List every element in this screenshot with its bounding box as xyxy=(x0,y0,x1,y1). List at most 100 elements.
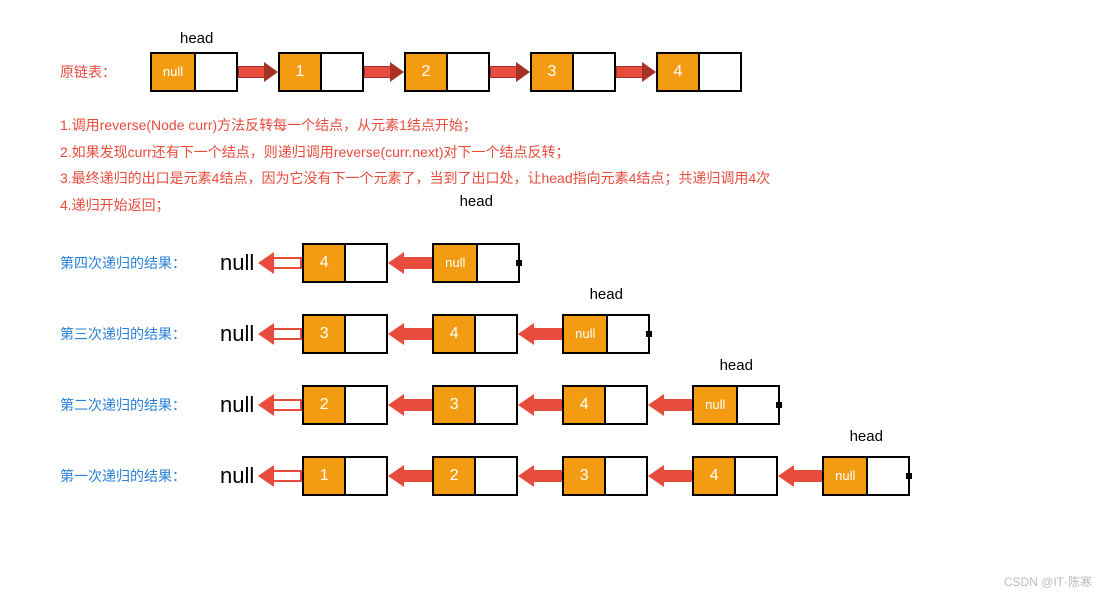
list-node: 3 xyxy=(302,314,388,354)
list-node: 4 xyxy=(692,456,778,496)
terminator-dot xyxy=(776,402,782,408)
arrow-left-icon xyxy=(388,316,432,352)
arrow-left-icon xyxy=(648,387,692,423)
rec2-row: 第二次递归的结果： null 2 3 4 head null xyxy=(60,382,1052,427)
node-data: 3 xyxy=(434,387,476,423)
node-next xyxy=(606,387,646,423)
head-label: head xyxy=(720,357,753,374)
null-text: null xyxy=(220,392,254,418)
node-next xyxy=(346,387,386,423)
node-data: 4 xyxy=(304,245,346,281)
arrow-left-outline-icon xyxy=(258,387,302,423)
arrow-left-icon xyxy=(518,387,562,423)
node-data: null xyxy=(824,458,868,494)
arrow-left-icon xyxy=(388,458,432,494)
node-next xyxy=(738,387,778,423)
list-node: 4 xyxy=(302,243,388,283)
head-node: null xyxy=(562,314,650,354)
list-node: 3 xyxy=(562,456,648,496)
head-node: null xyxy=(822,456,910,496)
arrow-left-icon xyxy=(518,458,562,494)
node-data: 1 xyxy=(280,54,322,90)
null-text: null xyxy=(220,250,254,276)
arrow-right-icon xyxy=(238,54,278,90)
node-next xyxy=(346,316,386,352)
head-label: head xyxy=(850,428,883,445)
original-label: 原链表： xyxy=(60,62,120,82)
arrow-left-icon xyxy=(778,458,822,494)
node-next xyxy=(476,387,516,423)
node-next xyxy=(868,458,908,494)
list-node: 2 xyxy=(302,385,388,425)
list-node: 4 xyxy=(432,314,518,354)
node-data: 1 xyxy=(304,458,346,494)
original-list-row: 原链表： null 1 2 3 4 xyxy=(60,49,1052,94)
rec4-row: 第四次递归的结果： null 4 head null xyxy=(60,240,1052,285)
list-node: 3 xyxy=(432,385,518,425)
node-data: 4 xyxy=(564,387,606,423)
arrow-left-icon xyxy=(648,458,692,494)
list-node: 1 xyxy=(302,456,388,496)
node-next xyxy=(346,458,386,494)
node-data: 2 xyxy=(434,458,476,494)
step-text: 1.调用reverse(Node curr)方法反转每一个结点，从元素1结点开始… xyxy=(60,112,1052,139)
arrow-right-icon xyxy=(364,54,404,90)
step-text: 4.递归开始返回； xyxy=(60,192,1052,219)
node-data: 4 xyxy=(434,316,476,352)
rec3-row: 第三次递归的结果： null 3 4 head null xyxy=(60,311,1052,356)
list-node: 2 xyxy=(404,52,490,92)
head-node: null xyxy=(432,243,520,283)
list-node: 4 xyxy=(656,52,742,92)
node-next xyxy=(736,458,776,494)
node-data: null xyxy=(564,316,608,352)
node-next xyxy=(346,245,386,281)
rec3-label: 第三次递归的结果： xyxy=(60,324,200,344)
node-next xyxy=(608,316,648,352)
head-label-original: head xyxy=(180,30,1052,47)
head-label: head xyxy=(460,193,493,210)
head-node: null xyxy=(692,385,780,425)
list-node: 2 xyxy=(432,456,518,496)
list-node: 1 xyxy=(278,52,364,92)
node-next xyxy=(322,54,362,90)
node-data: 3 xyxy=(564,458,606,494)
arrow-right-icon xyxy=(490,54,530,90)
arrow-right-icon xyxy=(616,54,656,90)
node-next xyxy=(476,458,516,494)
node-next xyxy=(196,54,236,90)
step-text: 2.如果发现curr还有下一个结点，则递归调用reverse(curr.next… xyxy=(60,139,1052,166)
node-data: 3 xyxy=(304,316,346,352)
null-text: null xyxy=(220,463,254,489)
node-data: null xyxy=(694,387,738,423)
watermark: CSDN @IT·陈寒 xyxy=(1004,573,1092,590)
terminator-dot xyxy=(906,473,912,479)
arrow-left-outline-icon xyxy=(258,458,302,494)
rec4-label: 第四次递归的结果： xyxy=(60,253,200,273)
node-next xyxy=(476,316,516,352)
node-data: 3 xyxy=(532,54,574,90)
arrow-left-icon xyxy=(388,245,432,281)
terminator-dot xyxy=(646,331,652,337)
rec1-label: 第一次递归的结果： xyxy=(60,466,200,486)
list-node: 3 xyxy=(530,52,616,92)
steps-block: 1.调用reverse(Node curr)方法反转每一个结点，从元素1结点开始… xyxy=(60,112,1052,218)
node-data: null xyxy=(434,245,478,281)
node-data: 2 xyxy=(406,54,448,90)
node-next xyxy=(700,54,740,90)
original-head-node: null xyxy=(150,52,238,92)
arrow-left-outline-icon xyxy=(258,245,302,281)
null-text: null xyxy=(220,321,254,347)
head-label: head xyxy=(590,286,623,303)
arrow-left-icon xyxy=(518,316,562,352)
node-data: 4 xyxy=(694,458,736,494)
rec1-row: 第一次递归的结果： null 1 2 3 4 head null xyxy=(60,453,1052,498)
node-data: null xyxy=(152,54,196,90)
node-data: 2 xyxy=(304,387,346,423)
rec2-label: 第二次递归的结果： xyxy=(60,395,200,415)
step-text: 3.最终递归的出口是元素4结点，因为它没有下一个元素了，当到了出口处，让head… xyxy=(60,165,1052,192)
terminator-dot xyxy=(516,260,522,266)
node-data: 4 xyxy=(658,54,700,90)
arrow-left-icon xyxy=(388,387,432,423)
node-next xyxy=(574,54,614,90)
node-next xyxy=(606,458,646,494)
